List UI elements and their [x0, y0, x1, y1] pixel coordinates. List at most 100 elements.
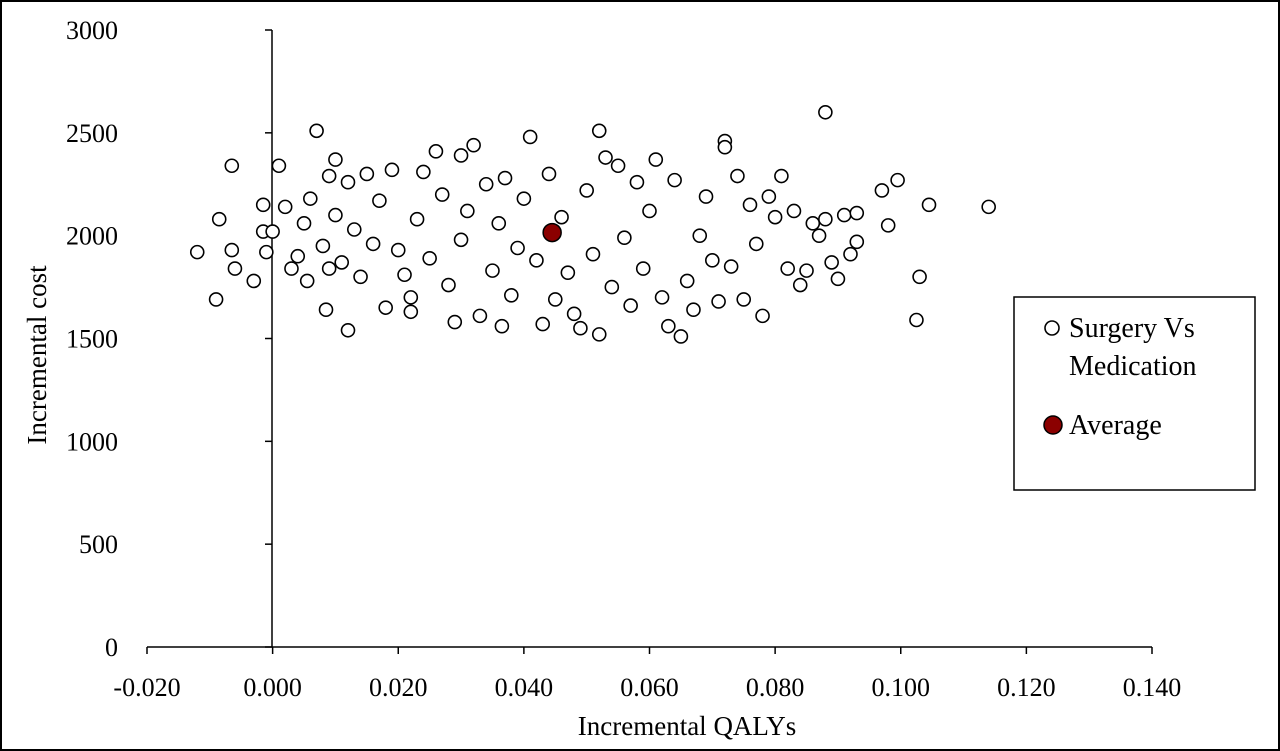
data-point [679, 273, 695, 289]
data-point [255, 197, 271, 213]
legend-marker-average [1043, 415, 1063, 435]
data-point [698, 189, 714, 204]
data-point [485, 263, 500, 278]
data-point [585, 246, 601, 262]
data-point [890, 172, 905, 188]
data-point [208, 292, 224, 307]
data-point [617, 230, 632, 246]
data-point [761, 189, 777, 204]
data-point [224, 158, 240, 174]
data-point [799, 263, 814, 278]
data-point [648, 152, 664, 167]
data-point [309, 123, 324, 139]
data-point [353, 269, 368, 285]
data-point [466, 137, 481, 153]
data-point [403, 304, 419, 320]
data-point [818, 211, 833, 227]
data-point [824, 255, 839, 270]
data-point [610, 158, 626, 174]
data-point [874, 183, 890, 198]
data-point [711, 294, 726, 309]
data-point [767, 209, 783, 225]
data-point [818, 104, 833, 120]
data-point [246, 273, 262, 289]
x-axis-ticks: -0.020 0.000 0.020 0.040 0.060 0.080 0.100 0.12… [113, 647, 1181, 702]
data-point [623, 298, 638, 313]
y-tick-label: 1500 [66, 325, 118, 354]
data-point [849, 234, 865, 250]
data-point [460, 203, 475, 219]
data-point [805, 216, 821, 231]
data-point [830, 271, 846, 287]
data-point [723, 259, 739, 274]
data-point [736, 292, 752, 307]
data-point [328, 207, 343, 223]
data-point [981, 199, 996, 215]
data-point [290, 248, 306, 264]
data-point [321, 168, 337, 184]
data-point [397, 267, 412, 283]
data-point [748, 236, 764, 252]
data-point [529, 253, 544, 268]
data-point [921, 197, 937, 213]
data-point [227, 261, 243, 276]
data-point [504, 288, 519, 303]
data-point [334, 255, 350, 270]
data-point [494, 318, 510, 334]
data-point [579, 183, 594, 198]
data-point [554, 209, 569, 225]
data-point [478, 176, 494, 192]
data-point [497, 170, 513, 186]
x-tick-label: 0.140 [1123, 673, 1182, 702]
data-point [390, 242, 406, 258]
data-point [365, 236, 381, 252]
data-point [541, 166, 557, 182]
y-tick-label: 0 [105, 633, 118, 662]
x-axis-title: Incremental QALYs [578, 711, 796, 741]
data-point [591, 327, 607, 342]
data-point [422, 250, 437, 266]
data-point [516, 191, 532, 206]
data-point [667, 172, 682, 188]
data-point [686, 302, 701, 318]
x-tick-label: 0.100 [872, 673, 931, 702]
data-point [673, 329, 689, 344]
y-tick-label: 2000 [66, 222, 118, 251]
data-point [378, 300, 393, 315]
data-point [642, 203, 657, 219]
data-point [346, 222, 362, 237]
data-point [843, 246, 858, 262]
data-point [880, 218, 896, 233]
data-point [591, 123, 607, 139]
data-point [428, 144, 444, 159]
data-point [755, 308, 770, 324]
data-point [321, 261, 337, 276]
data-point [384, 162, 400, 178]
data-point [265, 224, 280, 239]
data-point [705, 253, 720, 268]
data-point [510, 240, 525, 256]
x-tick-label: -0.020 [113, 673, 180, 702]
data-point [340, 174, 356, 190]
y-tick-label: 1000 [66, 427, 118, 456]
data-point [598, 150, 613, 165]
x-tick-label: 0.120 [997, 673, 1056, 702]
y-axis-ticks: 0 500 1000 1500 2000 2500 3000 [66, 16, 272, 662]
data-point [836, 207, 852, 223]
data-point [453, 148, 469, 163]
data-point [604, 279, 620, 295]
y-tick-label: 3000 [66, 16, 118, 45]
data-point [303, 191, 318, 206]
x-tick-label: 0.060 [620, 673, 679, 702]
legend: Surgery Vs Medication Average [1013, 296, 1256, 491]
data-point [654, 290, 670, 305]
data-point [717, 139, 733, 155]
data-point [359, 166, 375, 182]
y-axis-title: Incremental cost [22, 265, 52, 445]
y-tick-label: 2500 [66, 119, 118, 148]
legend-label-surgery-vs-medication-line2: Medication [1069, 351, 1197, 382]
data-point [409, 211, 425, 227]
data-point [661, 318, 676, 334]
data-point [909, 312, 924, 328]
